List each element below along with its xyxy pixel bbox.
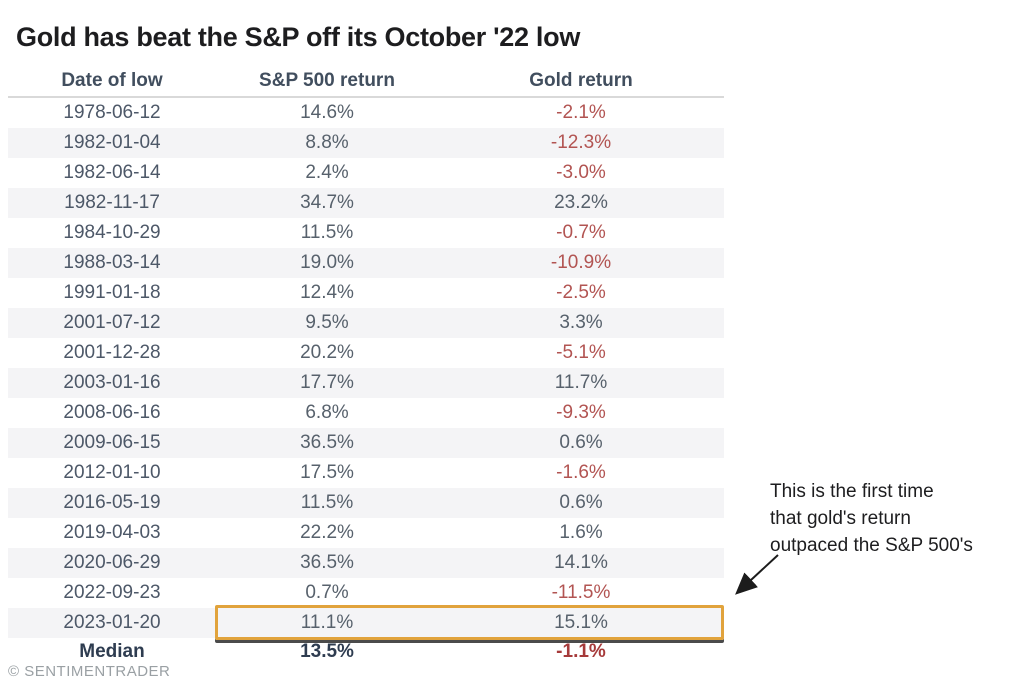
table-row: 1991-01-18 12.4% -2.5% <box>8 278 724 308</box>
page-title: Gold has beat the S&P off its October '2… <box>16 22 581 53</box>
date-cell: 2003-01-16 <box>63 372 161 393</box>
gold-return-cell: 0.6% <box>559 492 603 513</box>
date-cell: 2020-06-29 <box>63 552 161 573</box>
gold-return-cell: -5.1% <box>556 342 606 363</box>
table-row: 2001-07-12 9.5% 3.3% <box>8 308 724 338</box>
sp500-return-cell: 2.4% <box>305 162 349 183</box>
date-cell: 2001-12-28 <box>63 342 161 363</box>
sp500-return-cell: 11.5% <box>300 492 354 513</box>
gold-return-cell: -9.3% <box>556 402 606 423</box>
sp500-return-cell: 19.0% <box>300 252 354 273</box>
date-cell: 2023-01-20 <box>63 612 161 633</box>
sp500-return-cell: 8.8% <box>305 132 349 153</box>
gold-return-cell: -3.0% <box>556 162 606 183</box>
sp500-return-cell: 36.5% <box>300 552 354 573</box>
sp500-return-cell: 9.5% <box>305 312 349 333</box>
date-cell: 2019-04-03 <box>63 522 161 543</box>
returns-table: Date of low S&P 500 return Gold return 1… <box>8 66 724 666</box>
sp500-return-cell: 0.7% <box>305 582 349 603</box>
sp500-return-cell: 17.7% <box>300 372 354 393</box>
sp500-return-cell: 11.1% <box>300 612 354 633</box>
table-row: 1988-03-14 19.0% -10.9% <box>8 248 724 278</box>
source-credit: © SENTIMENTRADER <box>8 663 171 680</box>
table-row: 1982-06-14 2.4% -3.0% <box>8 158 724 188</box>
gold-return-cell: 11.7% <box>554 372 608 393</box>
sp500-return-cell: 36.5% <box>300 432 354 453</box>
date-cell: 2008-06-16 <box>63 402 161 423</box>
table-row: 2023-01-20 11.1% 15.1% <box>8 605 724 640</box>
table-row: 1982-01-04 8.8% -12.3% <box>8 128 724 158</box>
sp500-return-cell: 22.2% <box>300 522 354 543</box>
median-gold-value: -1.1% <box>556 641 606 662</box>
column-header-sp500: S&P 500 return <box>259 70 395 91</box>
date-cell: 1982-01-04 <box>63 132 161 153</box>
column-header-date: Date of low <box>61 70 163 91</box>
table-row: 1984-10-29 11.5% -0.7% <box>8 218 724 248</box>
sp500-return-cell: 34.7% <box>300 192 354 213</box>
annotation-line: outpaced the S&P 500's <box>770 535 973 556</box>
table-row: 2016-05-19 11.5% 0.6% <box>8 488 724 518</box>
table-row: 2020-06-29 36.5% 14.1% <box>8 548 724 578</box>
annotation-arrow-icon <box>735 554 779 595</box>
date-cell: 1984-10-29 <box>63 222 161 243</box>
date-cell: 2016-05-19 <box>63 492 161 513</box>
gold-return-cell: 23.2% <box>554 192 608 213</box>
date-cell: 1991-01-18 <box>63 282 161 303</box>
gold-return-cell: 1.6% <box>559 522 603 543</box>
sp500-return-cell: 12.4% <box>300 282 354 303</box>
table-row: 1982-11-17 34.7% 23.2% <box>8 188 724 218</box>
sp500-return-cell: 17.5% <box>300 462 354 483</box>
date-cell: 1982-11-17 <box>64 192 160 213</box>
gold-return-cell: 0.6% <box>559 432 603 453</box>
annotation-line: This is the first time <box>770 481 934 502</box>
gold-return-cell: -1.6% <box>556 462 606 483</box>
date-cell: 2012-01-10 <box>63 462 161 483</box>
date-cell: 2001-07-12 <box>63 312 161 333</box>
table-body: 1978-06-12 14.6% -2.1% 1982-01-04 8.8% -… <box>8 98 724 640</box>
table-row: 2009-06-15 36.5% 0.6% <box>8 428 724 458</box>
gold-return-cell: -11.5% <box>551 582 611 603</box>
median-sp500-value: 13.5% <box>300 641 354 662</box>
table-row: 2019-04-03 22.2% 1.6% <box>8 518 724 548</box>
gold-return-cell: -10.9% <box>550 252 612 273</box>
median-row: Median 13.5% -1.1% <box>8 638 724 666</box>
callout-annotation: This is the first time that gold's retur… <box>770 478 973 559</box>
annotation-line: that gold's return <box>770 508 911 529</box>
table-row: 2012-01-10 17.5% -1.6% <box>8 458 724 488</box>
gold-return-cell: -2.1% <box>556 102 606 123</box>
highlight-box <box>215 605 724 640</box>
date-cell: 2009-06-15 <box>63 432 161 453</box>
date-cell: 1978-06-12 <box>63 102 161 123</box>
date-cell: 1982-06-14 <box>63 162 161 183</box>
date-cell: 1988-03-14 <box>63 252 161 273</box>
sp500-return-cell: 14.6% <box>300 102 354 123</box>
table-row: 1978-06-12 14.6% -2.1% <box>8 98 724 128</box>
date-cell: 2022-09-23 <box>63 582 161 603</box>
table-row: 2001-12-28 20.2% -5.1% <box>8 338 724 368</box>
table-header-row: Date of low S&P 500 return Gold return <box>8 66 724 98</box>
table-row: 2022-09-23 0.7% -11.5% <box>8 578 724 608</box>
table-row: 2008-06-16 6.8% -9.3% <box>8 398 724 428</box>
sp500-return-cell: 6.8% <box>305 402 349 423</box>
gold-return-cell: -12.3% <box>550 132 612 153</box>
gold-return-cell: 14.1% <box>554 552 608 573</box>
column-header-gold: Gold return <box>529 70 633 91</box>
gold-return-cell: 15.1% <box>554 612 608 633</box>
gold-return-cell: -0.7% <box>556 222 606 243</box>
median-label: Median <box>79 641 145 662</box>
gold-return-cell: -2.5% <box>556 282 606 303</box>
table-row: 2003-01-16 17.7% 11.7% <box>8 368 724 398</box>
sp500-return-cell: 11.5% <box>300 222 354 243</box>
gold-return-cell: 3.3% <box>559 312 603 333</box>
sp500-return-cell: 20.2% <box>300 342 354 363</box>
